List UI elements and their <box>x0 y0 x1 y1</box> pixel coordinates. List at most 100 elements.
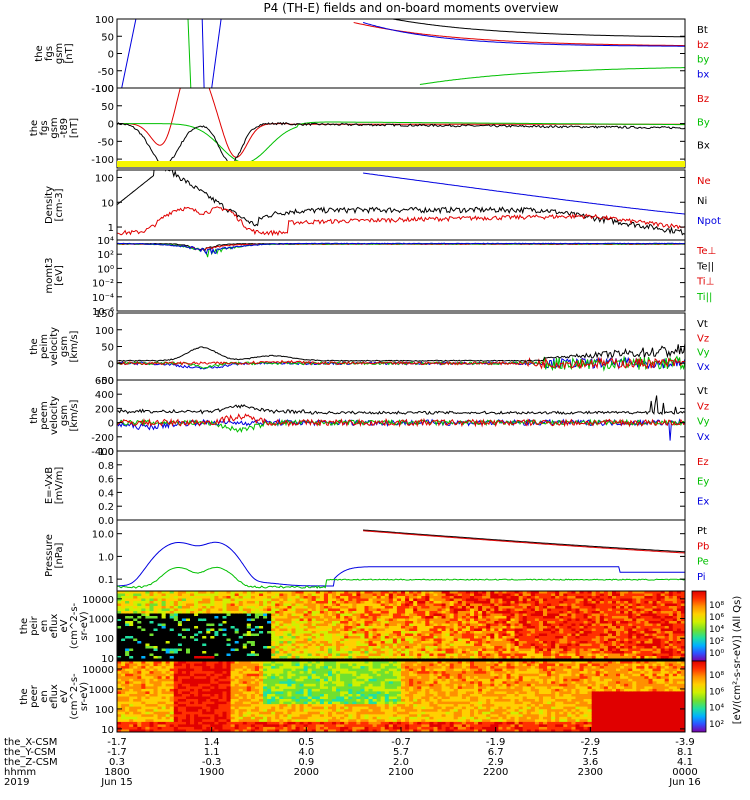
heatmap-cell <box>165 676 171 680</box>
heatmap-cell <box>538 613 544 617</box>
heatmap-cell <box>551 591 556 595</box>
heatmap-cell <box>206 618 211 622</box>
heatmap-cell <box>271 611 276 615</box>
heatmap-cell <box>275 618 280 622</box>
heatmap-cell <box>328 648 333 652</box>
heatmap-cell <box>551 598 556 602</box>
heatmap-cell <box>137 593 142 597</box>
heatmap-cell <box>315 646 321 650</box>
heatmap-cell <box>315 638 321 642</box>
heatmap-cell <box>356 591 362 595</box>
heatmap-cell <box>214 716 220 720</box>
heatmap-cell <box>441 628 447 632</box>
heatmap-cell <box>169 691 175 695</box>
heatmap-cell <box>218 626 224 630</box>
heatmap-cell <box>607 626 613 630</box>
heatmap-cell <box>190 681 195 685</box>
heatmap-cell <box>287 593 293 597</box>
heatmap-cell <box>360 626 366 630</box>
heatmap-cell <box>218 598 224 602</box>
heatmap-cell <box>254 636 260 640</box>
heatmap-cell <box>246 606 252 610</box>
heatmap-cell <box>522 621 528 625</box>
heatmap-cell <box>129 598 134 602</box>
heatmap-cell <box>194 596 199 600</box>
heatmap-cell <box>157 714 163 718</box>
series-group-density <box>117 170 685 237</box>
heatmap-cell <box>206 714 211 718</box>
heatmap-cell <box>372 598 378 602</box>
heatmap-cell <box>559 658 564 661</box>
heatmap-cell <box>125 704 130 708</box>
heatmap-cell <box>206 616 211 620</box>
heatmap-cell <box>121 598 126 602</box>
heatmap-cell <box>246 611 252 615</box>
heatmap-cell <box>587 613 593 617</box>
series-density-0 <box>363 172 685 215</box>
heatmap-cell <box>311 646 317 650</box>
heatmap-cell <box>267 643 272 647</box>
heatmap-cell <box>575 621 581 625</box>
heatmap-cell <box>368 613 374 617</box>
heatmap-cell <box>149 676 155 680</box>
heatmap-cell <box>344 643 349 647</box>
heatmap-cell <box>522 638 528 642</box>
heatmap-cell <box>206 716 211 720</box>
heatmap-cell <box>372 606 378 610</box>
heatmap-cell <box>177 628 183 632</box>
heatmap-cell <box>149 616 155 620</box>
heatmap-cell <box>482 623 487 627</box>
heatmap-cell <box>372 613 378 617</box>
heatmap-cell <box>543 658 548 661</box>
heatmap-cell <box>680 643 685 647</box>
heatmap-cell <box>177 714 183 718</box>
heatmap-cell <box>579 631 585 635</box>
heatmap-cell <box>299 603 305 607</box>
heatmap-cell <box>133 648 138 652</box>
heatmap-cell <box>332 613 337 617</box>
heatmap-cell <box>129 683 134 687</box>
heatmap-cell <box>149 699 155 703</box>
heatmap-cell <box>186 648 191 652</box>
heatmap-cell <box>457 656 463 660</box>
heatmap-cell <box>177 721 183 725</box>
y-tick-label: 0 <box>108 120 114 131</box>
heatmap-cell <box>129 651 134 655</box>
heatmap-cell <box>530 621 536 625</box>
heatmap-cell <box>242 611 248 615</box>
heatmap-cell <box>145 631 151 635</box>
heatmap-cell <box>664 623 670 627</box>
heatmap-cell <box>470 651 475 655</box>
heatmap-cell <box>315 593 321 597</box>
heatmap-cell <box>547 613 552 617</box>
heatmap-cell <box>413 601 418 605</box>
heatmap-cell <box>198 656 203 660</box>
series-group-fgs_gsm_minus_t89 <box>117 88 685 166</box>
heatmap-cell <box>263 628 268 632</box>
heatmap-cell <box>259 631 264 635</box>
heatmap-cell <box>315 641 321 645</box>
heatmap-cell <box>506 613 512 617</box>
heatmap-cell <box>315 601 321 605</box>
heatmap-cell <box>490 646 495 650</box>
heatmap-cell <box>547 616 552 620</box>
heatmap-cell <box>250 618 256 622</box>
heatmap-cell <box>575 601 581 605</box>
heatmap-cell <box>336 608 341 612</box>
heatmap-cell <box>465 638 471 642</box>
heatmap-cell <box>129 631 134 635</box>
heatmap-cell <box>401 628 406 632</box>
heatmap-cell <box>287 606 293 610</box>
legend-label: Te⊥ <box>696 246 716 257</box>
heatmap-cell <box>299 646 305 650</box>
heatmap-cell <box>283 643 288 647</box>
heatmap-cell <box>449 633 455 637</box>
heatmap-cell <box>620 601 625 605</box>
y-tick-label: 0.0 <box>98 516 114 527</box>
heatmap-cell <box>465 626 471 630</box>
heatmap-cell <box>474 636 479 640</box>
heatmap-cell <box>384 648 390 652</box>
heatmap-cell <box>433 633 439 637</box>
heatmap-cell <box>470 608 475 612</box>
